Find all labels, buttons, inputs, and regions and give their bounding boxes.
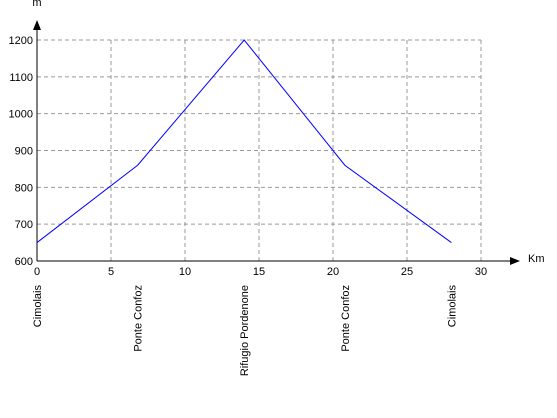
y-tick-label: 1200 [9, 35, 33, 47]
y-tick-label: 700 [15, 219, 33, 231]
y-tick-label: 800 [15, 182, 33, 194]
x-tick-label: 15 [253, 266, 265, 278]
y-tick-label: 1000 [9, 109, 33, 121]
y-tick-label: 900 [15, 146, 33, 158]
x-tick-label: 0 [34, 266, 40, 278]
point-label: Ponte Confoz [340, 285, 352, 352]
point-label: Rifugio Pordenone [239, 285, 251, 376]
y-axis-arrow [33, 20, 41, 30]
x-tick-label: 20 [327, 266, 339, 278]
x-tick-label: 30 [475, 266, 487, 278]
x-axis-arrow [510, 257, 520, 265]
line [36, 39, 452, 243]
y-tick-label: 600 [15, 256, 33, 268]
point-label: Cimolais [32, 285, 44, 328]
y-tick-label: 1100 [9, 72, 33, 84]
point-label: Cimolais [446, 285, 458, 328]
y-axis-label: m [32, 0, 41, 9]
x-tick-label: 25 [401, 266, 413, 278]
x-axis-label: Km [528, 253, 545, 265]
point-label: Ponte Confoz [133, 285, 145, 352]
x-tick-label: 10 [179, 266, 191, 278]
x-tick-label: 5 [108, 266, 114, 278]
